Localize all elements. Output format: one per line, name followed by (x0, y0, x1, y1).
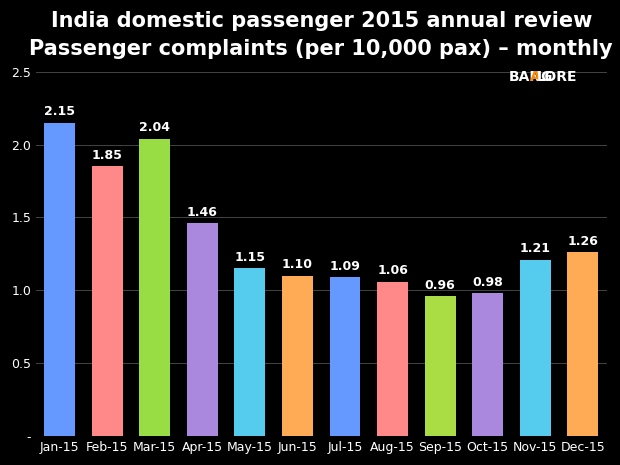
Text: 1.10: 1.10 (282, 259, 313, 272)
Bar (377, 282, 408, 436)
Bar (140, 139, 170, 436)
Text: 1.06: 1.06 (377, 264, 408, 277)
Text: 1.85: 1.85 (92, 149, 123, 162)
Text: 1.21: 1.21 (520, 242, 551, 255)
Title: India domestic passenger 2015 annual review
Passenger complaints (per 10,000 pax: India domestic passenger 2015 annual rev… (29, 11, 613, 59)
Bar (330, 277, 360, 436)
Text: 0.98: 0.98 (472, 276, 503, 289)
Bar (44, 123, 75, 436)
Bar (520, 260, 551, 436)
Text: 1.26: 1.26 (567, 235, 598, 248)
Text: BANG: BANG (508, 70, 553, 84)
Text: 1.46: 1.46 (187, 206, 218, 219)
Bar (567, 252, 598, 436)
Bar (92, 166, 123, 436)
Text: 0.96: 0.96 (425, 279, 456, 292)
Text: 2.04: 2.04 (140, 121, 170, 134)
Text: 1.15: 1.15 (234, 251, 265, 264)
Text: A: A (530, 70, 541, 84)
Bar (187, 223, 218, 436)
Text: 2.15: 2.15 (44, 106, 75, 119)
Bar (425, 296, 456, 436)
Text: LORE: LORE (536, 70, 577, 84)
Text: 1.09: 1.09 (330, 260, 360, 273)
Bar (282, 276, 313, 436)
Bar (234, 268, 265, 436)
Bar (472, 293, 503, 436)
